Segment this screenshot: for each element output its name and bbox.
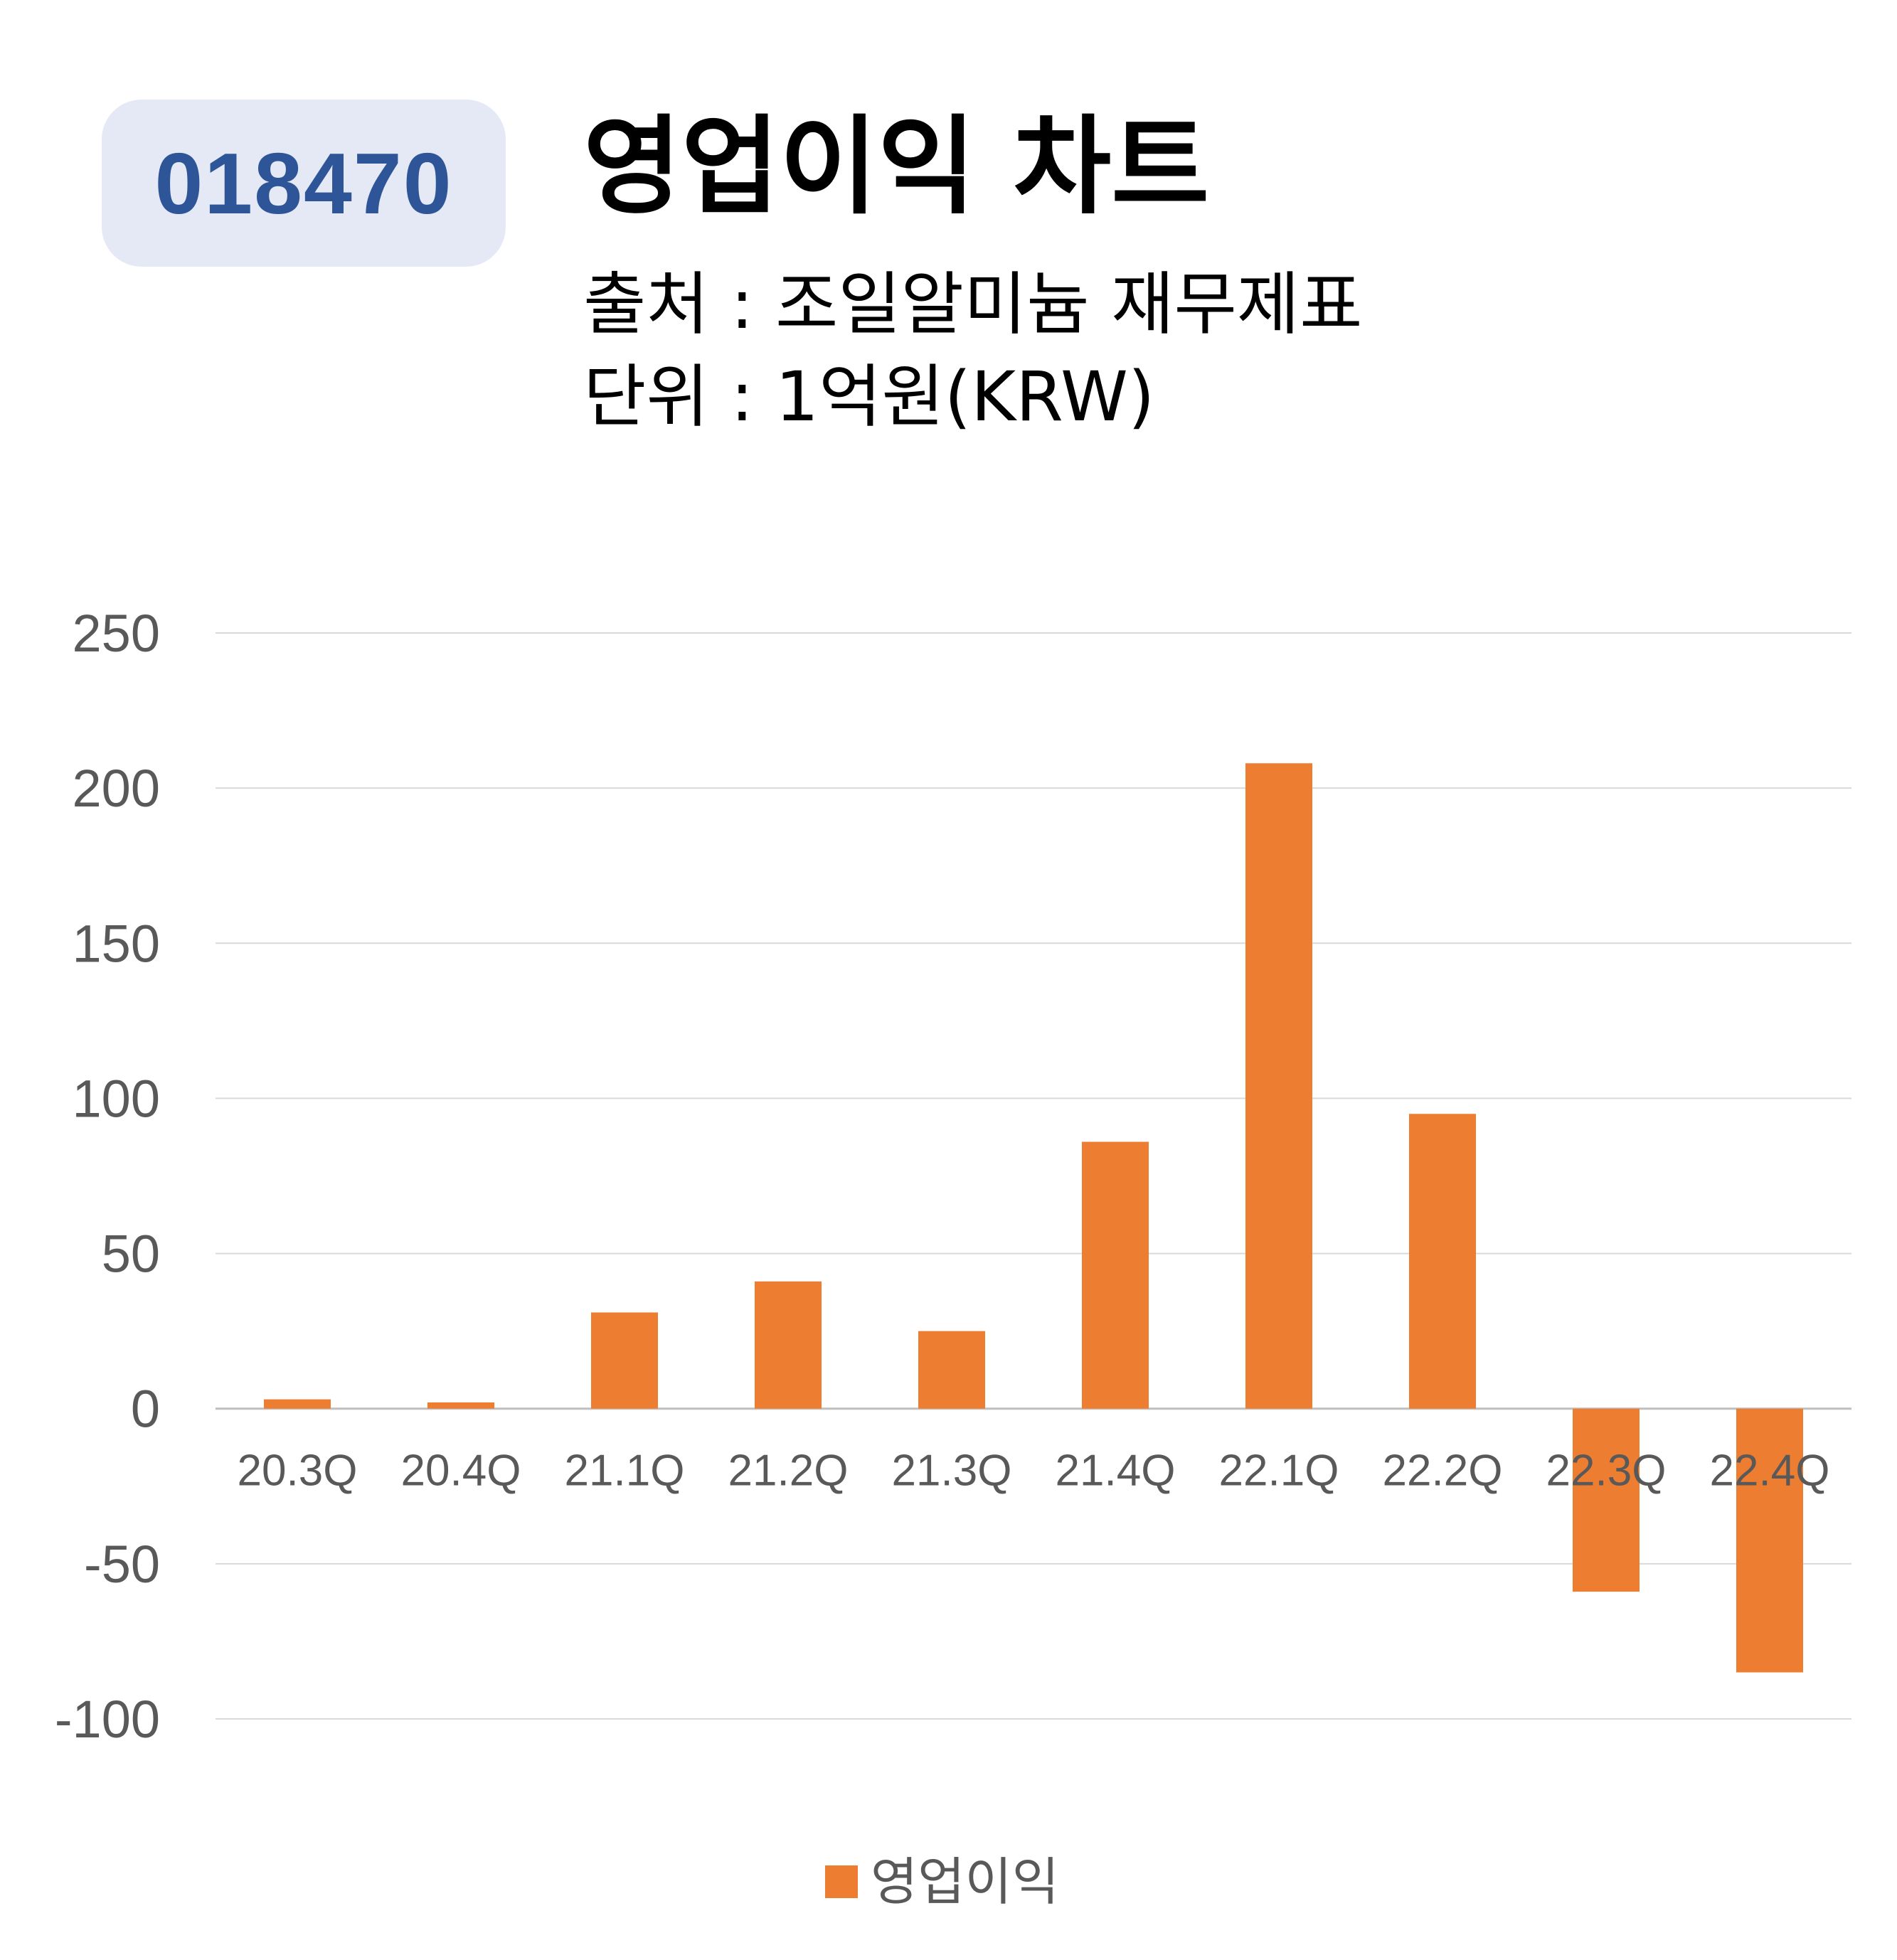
chart-title: 영업이익 차트 xyxy=(583,105,1210,229)
bar-22.4Q xyxy=(1736,1408,1803,1673)
legend: 영업이익 xyxy=(825,1856,1059,1907)
x-category-label: 20.4Q xyxy=(401,1447,521,1496)
stock-code-badge: 018470 xyxy=(102,100,506,267)
y-axis-ticks: 250 200 150 100 50 0 -50 -100 xyxy=(55,604,160,1749)
bar-22.2Q xyxy=(1409,1114,1476,1409)
y-tick-label: -50 xyxy=(84,1535,160,1594)
stock-code: 018470 xyxy=(154,134,453,232)
y-tick-label: 250 xyxy=(73,604,160,663)
y-tick-label: -100 xyxy=(55,1690,160,1749)
bar-20.3Q xyxy=(264,1399,331,1409)
legend-swatch xyxy=(825,1865,858,1898)
y-tick-label: 150 xyxy=(73,914,160,973)
x-category-label: 22.1Q xyxy=(1219,1447,1339,1496)
x-category-label: 21.3Q xyxy=(892,1447,1012,1496)
source-line: 출처 : 조일알미늄 재무제표 xyxy=(583,265,1363,344)
legend-label: 영업이익 xyxy=(871,1852,1059,1912)
bar-22.3Q xyxy=(1573,1408,1640,1592)
x-axis-categories: 20.3Q 20.4Q 21.1Q 21.2Q 21.3Q 21.4Q 22.1Q 22.2Q… xyxy=(238,1447,1830,1496)
y-tick-label: 200 xyxy=(73,759,160,818)
y-tick-label: 50 xyxy=(102,1225,160,1284)
y-tick-label: 0 xyxy=(131,1380,160,1439)
x-category-label: 22.2Q xyxy=(1383,1447,1503,1496)
y-tick-label: 100 xyxy=(73,1069,160,1128)
bar-21.2Q xyxy=(755,1281,822,1409)
x-category-label: 21.1Q xyxy=(565,1447,685,1496)
x-category-label: 21.4Q xyxy=(1056,1447,1176,1496)
x-category-label: 20.3Q xyxy=(238,1447,358,1496)
bar-22.1Q xyxy=(1245,763,1312,1409)
bars xyxy=(264,763,1803,1673)
bar-21.4Q xyxy=(1082,1141,1149,1409)
bar-21.3Q xyxy=(918,1331,985,1409)
x-category-label: 21.2Q xyxy=(728,1447,849,1496)
x-category-label: 22.4Q xyxy=(1710,1447,1830,1496)
bar-21.1Q xyxy=(591,1312,658,1409)
bar-20.4Q xyxy=(427,1402,494,1409)
unit-line: 단위 : 1억원(KRW) xyxy=(583,357,1155,437)
x-category-label: 22.3Q xyxy=(1546,1447,1667,1496)
